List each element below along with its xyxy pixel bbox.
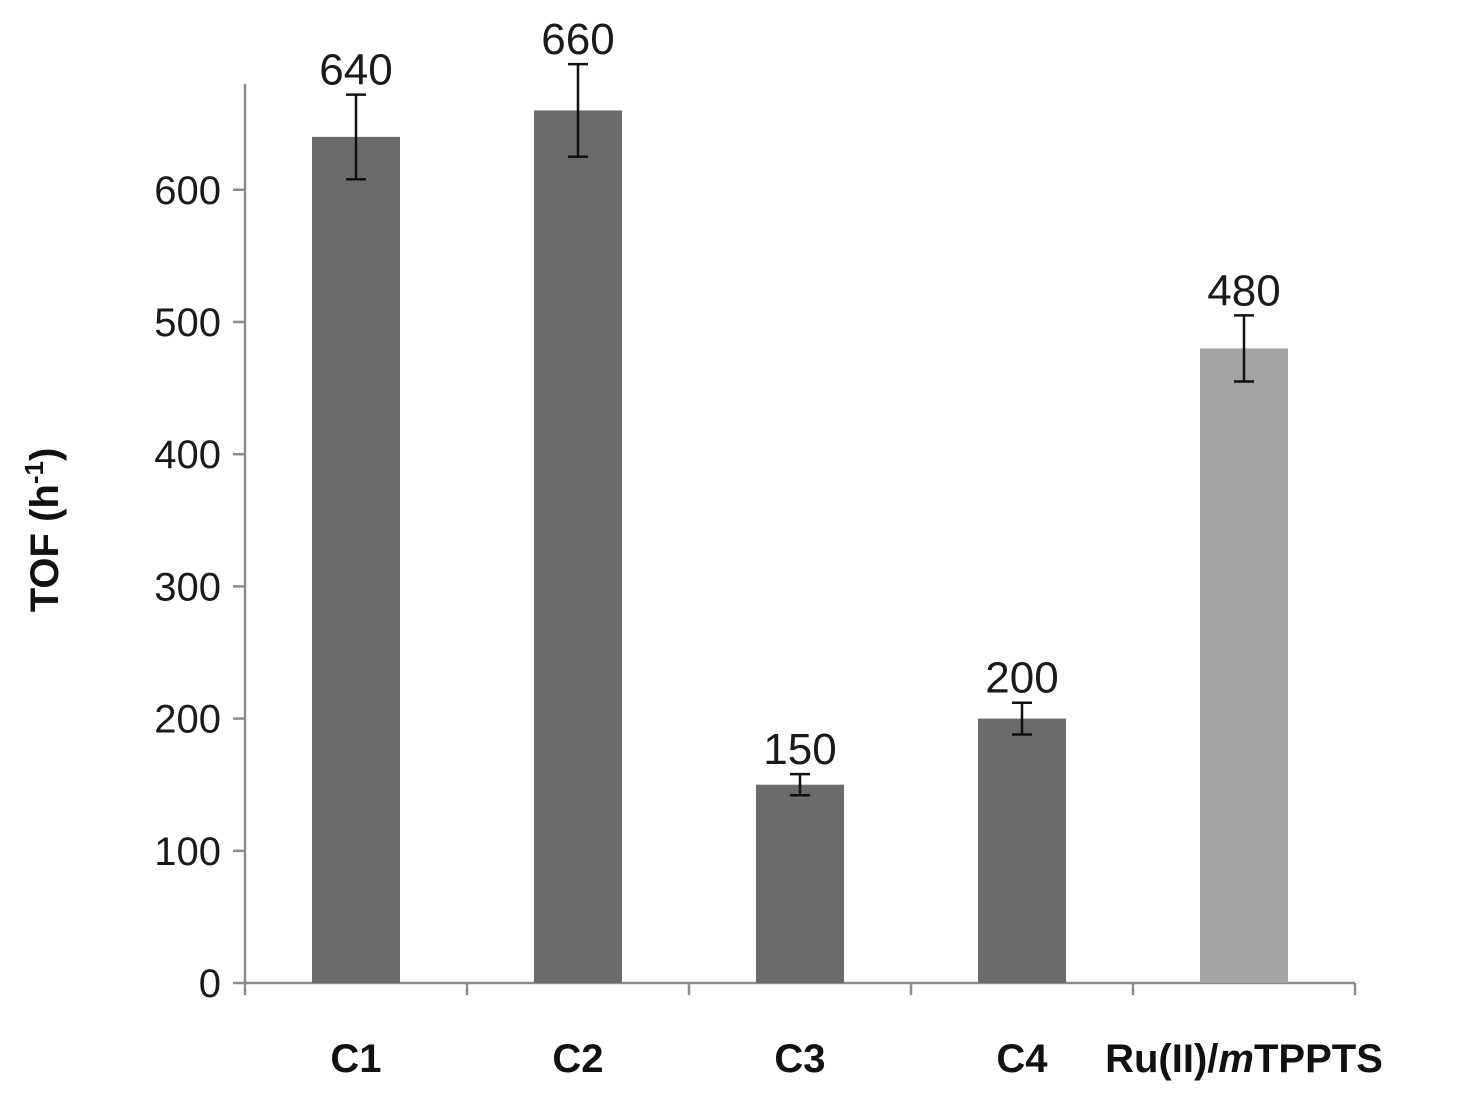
category-label: C1 — [330, 1037, 381, 1081]
y-axis-title: TOF (h-1) — [19, 448, 67, 613]
category-labels: C1 C2 C3 C4 Ru(II)/mTPPTS — [330, 1037, 1382, 1081]
error-bar — [346, 93, 366, 181]
data-label: 150 — [763, 725, 836, 774]
x-axis — [243, 981, 1357, 995]
category-label: C3 — [774, 1037, 825, 1081]
y-axis: 0 100 200 300 400 500 600 — [154, 84, 247, 1006]
bar — [1200, 348, 1288, 984]
category-label: C4 — [996, 1037, 1048, 1081]
data-label: 640 — [319, 46, 392, 95]
y-tick-label: 0 — [199, 962, 221, 1006]
data-label: 660 — [541, 15, 614, 64]
bar — [534, 110, 622, 984]
bar — [312, 136, 400, 984]
data-labels: 640 660 150 200 480 — [319, 15, 1280, 774]
bar — [978, 718, 1066, 983]
error-bars — [346, 62, 1254, 797]
bars — [312, 110, 1288, 984]
data-label: 480 — [1207, 266, 1280, 315]
y-tick-label: 600 — [154, 169, 221, 213]
error-bar — [1012, 701, 1032, 736]
category-label: Ru(II)/mTPPTS — [1105, 1037, 1383, 1081]
error-bar — [1234, 314, 1254, 383]
error-bar — [568, 62, 588, 158]
bar — [756, 784, 844, 983]
y-tick-label: 300 — [154, 565, 221, 609]
y-tick-label: 200 — [154, 698, 221, 742]
y-tick-label: 100 — [154, 830, 221, 874]
data-label: 200 — [985, 654, 1058, 703]
error-bar — [790, 772, 810, 797]
y-tick-label: 400 — [154, 433, 221, 477]
y-tick-label: 500 — [154, 301, 221, 345]
category-label: C2 — [552, 1037, 603, 1081]
